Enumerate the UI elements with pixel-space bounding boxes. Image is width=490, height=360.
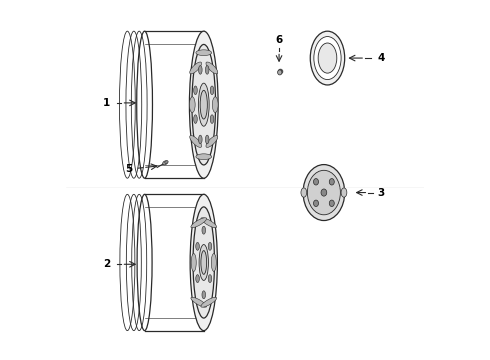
- Ellipse shape: [196, 154, 212, 159]
- Ellipse shape: [198, 135, 202, 144]
- Text: 4: 4: [378, 53, 385, 63]
- Ellipse shape: [314, 37, 341, 80]
- Ellipse shape: [190, 62, 201, 74]
- Ellipse shape: [307, 170, 341, 215]
- Ellipse shape: [208, 242, 212, 250]
- Ellipse shape: [329, 200, 334, 207]
- Ellipse shape: [202, 291, 205, 299]
- Ellipse shape: [196, 242, 199, 250]
- Ellipse shape: [196, 50, 212, 55]
- Ellipse shape: [206, 135, 218, 147]
- Ellipse shape: [191, 218, 207, 228]
- Ellipse shape: [202, 226, 205, 234]
- Ellipse shape: [278, 70, 282, 75]
- Ellipse shape: [201, 218, 217, 228]
- Ellipse shape: [191, 253, 196, 271]
- Ellipse shape: [205, 66, 209, 74]
- Ellipse shape: [314, 179, 318, 185]
- Ellipse shape: [190, 97, 195, 113]
- Ellipse shape: [201, 251, 207, 274]
- Ellipse shape: [341, 188, 347, 197]
- Ellipse shape: [165, 161, 168, 163]
- Ellipse shape: [201, 297, 217, 307]
- Ellipse shape: [205, 135, 209, 144]
- Ellipse shape: [198, 83, 209, 126]
- Ellipse shape: [210, 115, 214, 123]
- Ellipse shape: [310, 31, 344, 85]
- Ellipse shape: [192, 44, 216, 165]
- Ellipse shape: [301, 188, 307, 197]
- Ellipse shape: [196, 275, 199, 283]
- Ellipse shape: [329, 179, 334, 185]
- Ellipse shape: [191, 297, 207, 307]
- Ellipse shape: [190, 135, 201, 147]
- Ellipse shape: [314, 200, 318, 207]
- Ellipse shape: [211, 253, 216, 271]
- Ellipse shape: [200, 90, 207, 119]
- Ellipse shape: [193, 207, 215, 318]
- Ellipse shape: [190, 194, 218, 330]
- Text: 2: 2: [103, 259, 111, 269]
- Ellipse shape: [163, 161, 168, 165]
- Text: 6: 6: [275, 35, 283, 45]
- Ellipse shape: [206, 62, 218, 74]
- Ellipse shape: [318, 43, 337, 73]
- Text: 5: 5: [125, 164, 132, 174]
- Ellipse shape: [190, 31, 218, 178]
- Ellipse shape: [303, 165, 344, 221]
- Ellipse shape: [194, 86, 197, 95]
- Ellipse shape: [212, 97, 218, 113]
- Ellipse shape: [208, 275, 212, 283]
- Text: 1: 1: [103, 98, 111, 108]
- Ellipse shape: [210, 86, 214, 95]
- Text: 3: 3: [378, 188, 385, 198]
- Ellipse shape: [199, 244, 208, 280]
- Ellipse shape: [321, 189, 327, 196]
- Ellipse shape: [194, 115, 197, 123]
- Ellipse shape: [198, 66, 202, 74]
